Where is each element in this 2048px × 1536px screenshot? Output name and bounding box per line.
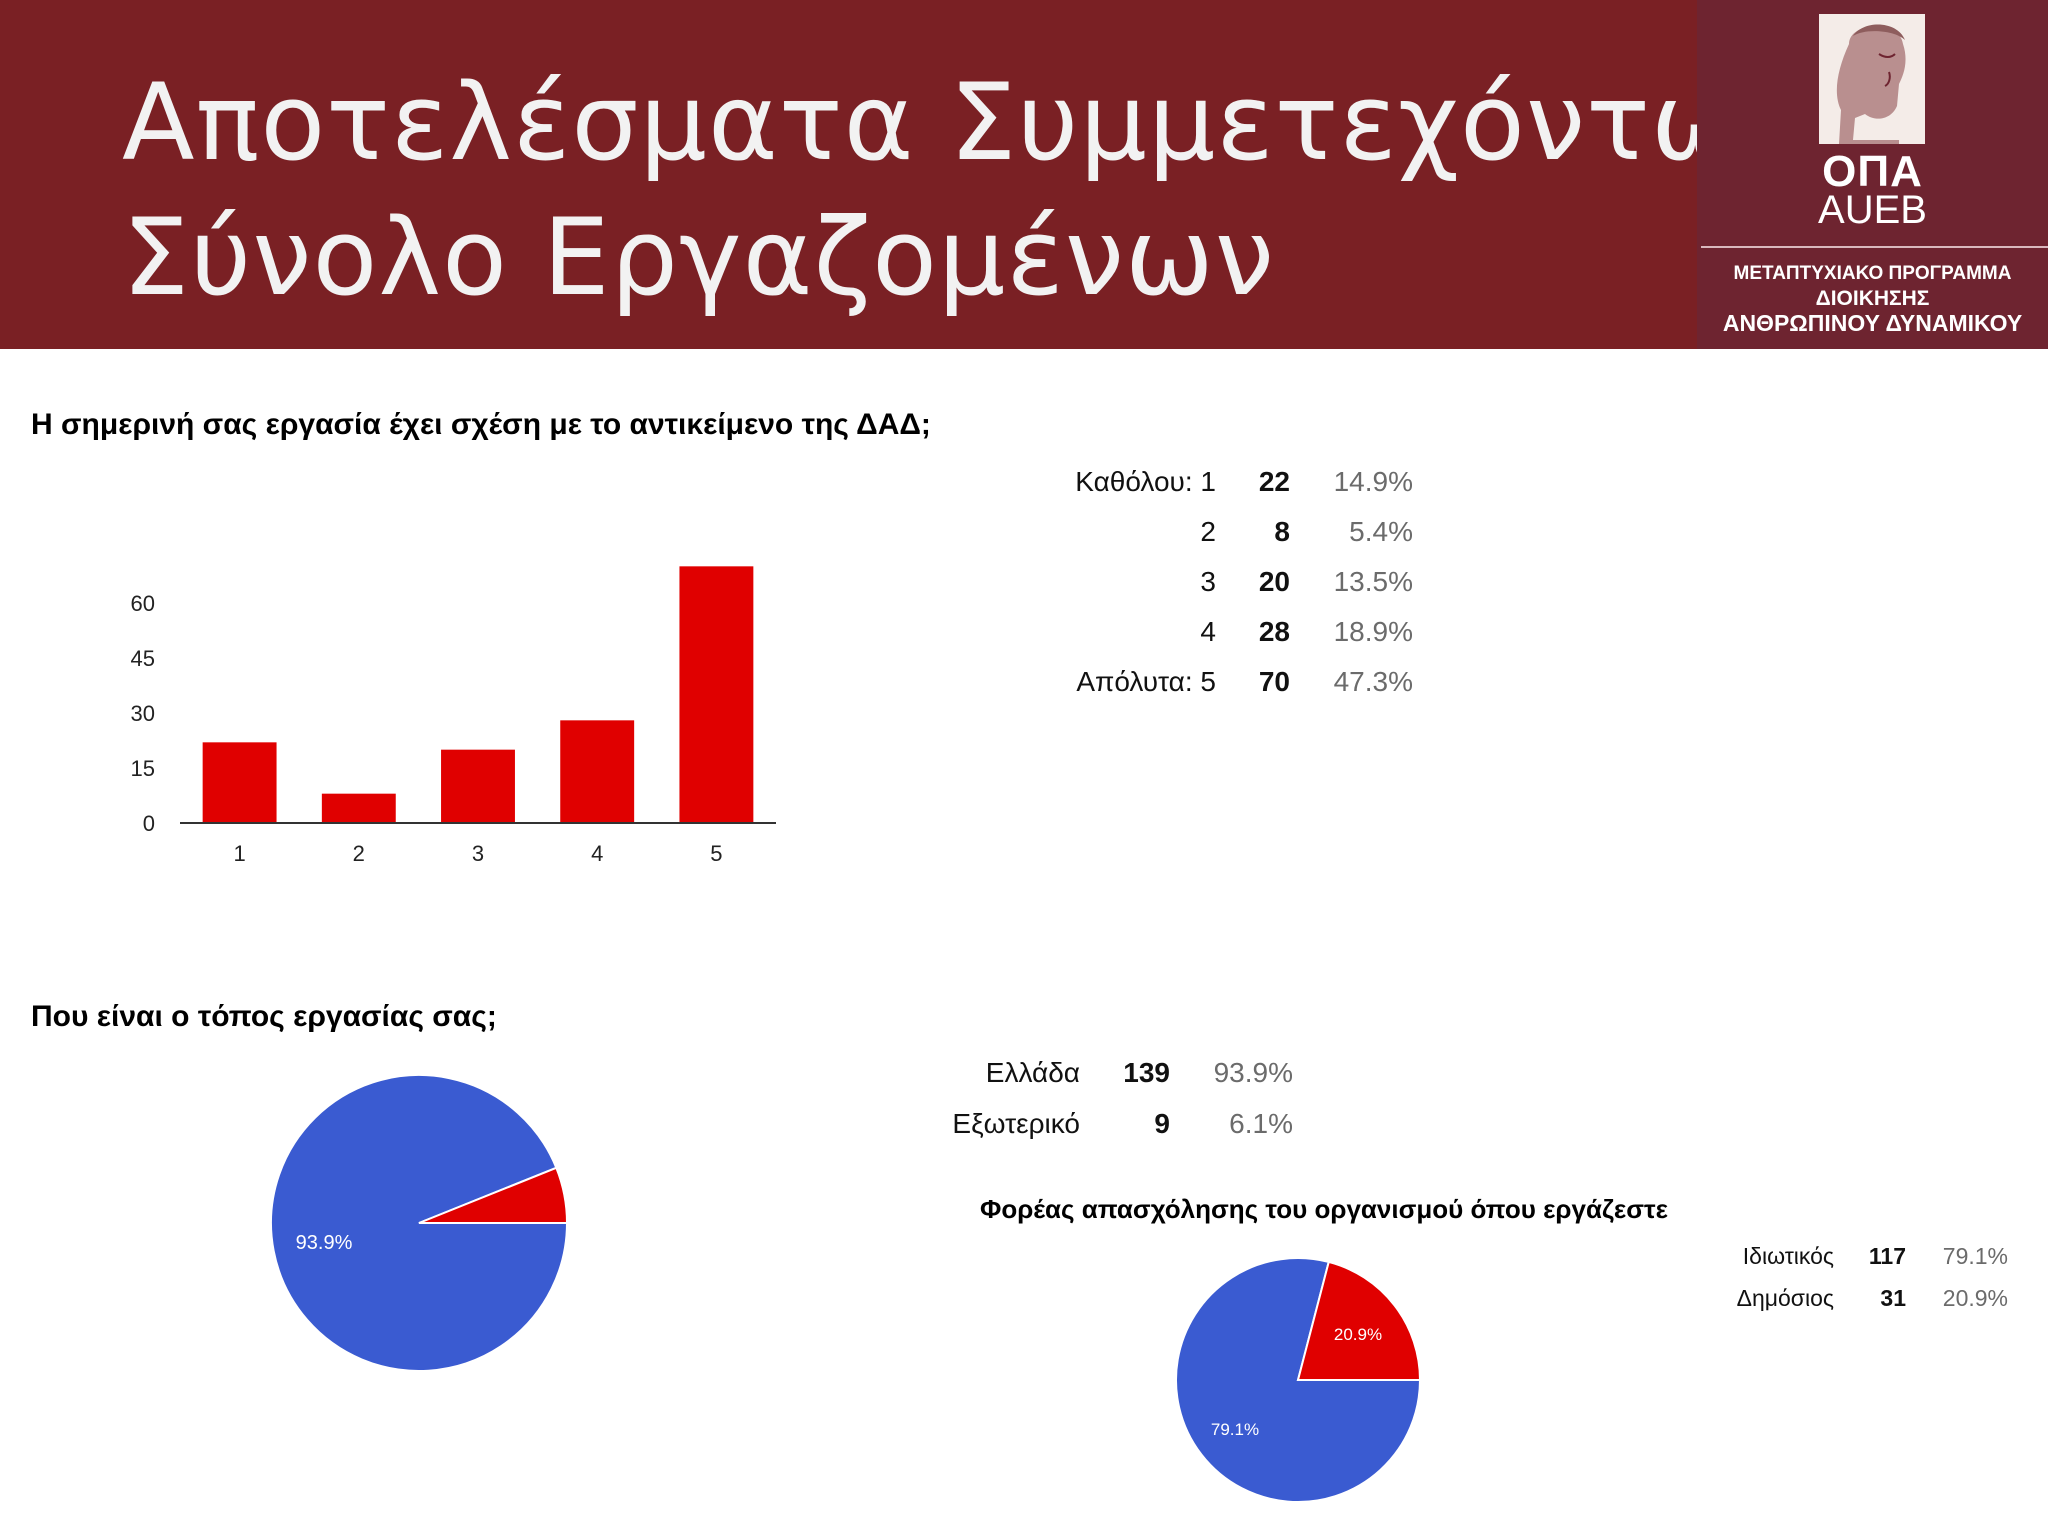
bar xyxy=(321,793,396,823)
stat-percent: 13.5% xyxy=(1333,566,1413,597)
stat-count: 28 xyxy=(1258,616,1290,647)
stat-label: Καθόλου: 1 xyxy=(1075,466,1216,497)
stat-count: 20 xyxy=(1258,566,1290,597)
stat-count: 70 xyxy=(1258,666,1290,697)
y-tick-label: 60 xyxy=(131,591,155,616)
logo-aueb-text: AUEB xyxy=(1818,188,1927,232)
stat-count: 139 xyxy=(1123,1057,1170,1088)
bar xyxy=(202,742,277,823)
question-2-title: Που είναι ο τόπος εργασίας σας; xyxy=(31,1000,497,1033)
y-tick-label: 30 xyxy=(131,701,155,726)
y-tick-label: 0 xyxy=(143,811,155,836)
stat-count: 117 xyxy=(1868,1243,1906,1269)
hermes-head-icon xyxy=(1819,14,1925,145)
university-logo: ΟΠΑ AUEB ΜΕΤΑΠΤΥΧΙΑΚΟ ΠΡΟΓΡΑΜΜΑ ΔΙΟΙΚΗΣΗ… xyxy=(1697,0,2048,349)
bar xyxy=(441,749,515,823)
x-tick-label: 5 xyxy=(710,841,722,866)
page-title-line-1: Αποτελέσματα Συμμετεχόντων xyxy=(122,61,1801,184)
x-tick-label: 3 xyxy=(472,841,484,866)
stat-percent: 20.9% xyxy=(1942,1285,2008,1311)
logo-opa-text: ΟΠΑ xyxy=(1822,147,1923,196)
question-1-title: Η σημερινή σας εργασία έχει σχέση με το … xyxy=(31,408,931,441)
x-tick-label: 4 xyxy=(591,841,603,866)
logo-program-line-2: ΔΙΟΙΚΗΣΗΣ xyxy=(1815,287,1930,310)
stat-label: Ιδιωτικός xyxy=(1742,1243,1834,1269)
y-tick-label: 45 xyxy=(131,646,155,671)
header-banner: Αποτελέσματα Συμμετεχόντων Σύνολο Εργαζο… xyxy=(0,0,2048,349)
stat-count: 9 xyxy=(1154,1108,1170,1139)
page-title-line-2: Σύνολο Εργαζομένων xyxy=(122,196,1275,319)
stat-percent: 93.9% xyxy=(1213,1057,1293,1088)
stat-label: Ελλάδα xyxy=(985,1057,1080,1088)
logo-program-line-3: ΑΝΘΡΩΠΙΝΟΥ ΔΥΝΑΜΙΚΟΥ xyxy=(1722,310,2023,336)
stat-count: 22 xyxy=(1258,466,1290,497)
y-tick-label: 15 xyxy=(131,756,155,781)
question-3-title: Φορέας απασχόλησης του οργανισμού όπου ε… xyxy=(980,1194,1668,1224)
stat-count: 8 xyxy=(1274,516,1290,547)
stat-label: 4 xyxy=(1200,616,1216,647)
stat-label: Δημόσιος xyxy=(1736,1285,1834,1311)
pie-slice-label: 20.9% xyxy=(1334,1325,1382,1344)
pie-slice xyxy=(418,1166,569,1224)
stat-count: 31 xyxy=(1880,1285,1906,1311)
stat-label: 3 xyxy=(1200,566,1216,597)
logo-divider xyxy=(1701,246,2048,248)
pie-slice-label: 79.1% xyxy=(1211,1420,1259,1439)
stat-percent: 5.4% xyxy=(1349,516,1413,547)
pie-slice xyxy=(1296,1260,1422,1381)
x-tick-label: 2 xyxy=(353,841,365,866)
bar xyxy=(560,720,635,823)
bar xyxy=(679,566,754,823)
stat-label: Απόλυτα: 5 xyxy=(1076,666,1216,697)
logo-program-line-1: ΜΕΤΑΠΤΥΧΙΑΚΟ ΠΡΟΓΡΑΜΜΑ xyxy=(1733,263,2012,284)
x-tick-label: 1 xyxy=(233,841,245,866)
pie-slice-label: 93.9% xyxy=(296,1232,353,1254)
stat-percent: 18.9% xyxy=(1333,616,1413,647)
stat-percent: 79.1% xyxy=(1942,1243,2008,1269)
stat-percent: 6.1% xyxy=(1229,1108,1293,1139)
stat-label: 2 xyxy=(1200,516,1216,547)
stat-percent: 47.3% xyxy=(1333,666,1413,697)
stat-percent: 14.9% xyxy=(1333,466,1413,497)
stat-label: Εξωτερικό xyxy=(952,1108,1080,1139)
